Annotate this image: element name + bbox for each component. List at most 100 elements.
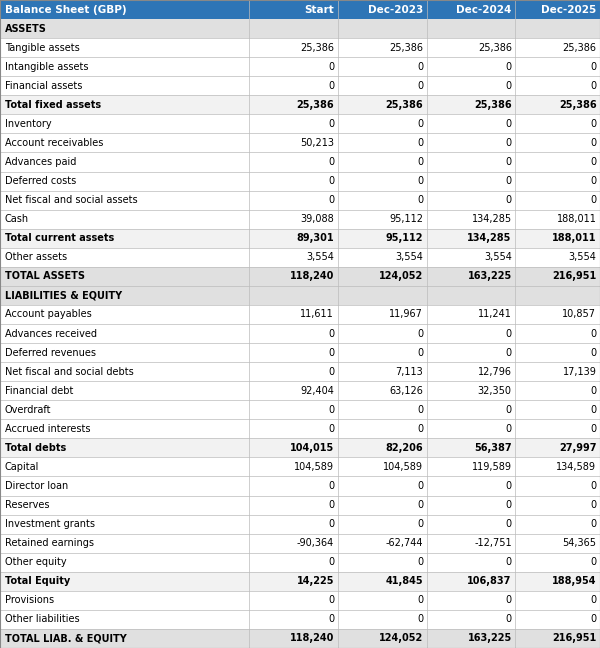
Text: 0: 0: [590, 481, 596, 491]
Text: 0: 0: [506, 329, 512, 338]
Text: 25,386: 25,386: [385, 100, 423, 110]
Bar: [0, 267, 600, 286]
Bar: [0, 95, 600, 114]
Text: TOTAL ASSETS: TOTAL ASSETS: [5, 272, 85, 281]
Text: 10,857: 10,857: [562, 310, 596, 319]
Text: ASSETS: ASSETS: [5, 23, 47, 34]
Text: 0: 0: [328, 157, 334, 167]
Text: -12,751: -12,751: [474, 538, 512, 548]
Text: 63,126: 63,126: [389, 386, 423, 396]
Text: Net fiscal and social debts: Net fiscal and social debts: [5, 367, 134, 376]
Text: 0: 0: [590, 62, 596, 72]
Bar: [0, 57, 600, 76]
Text: 134,285: 134,285: [467, 233, 512, 243]
Text: 0: 0: [506, 519, 512, 529]
Text: 163,225: 163,225: [467, 272, 512, 281]
Text: 11,241: 11,241: [478, 310, 512, 319]
Bar: [0, 152, 600, 172]
Text: 95,112: 95,112: [386, 233, 423, 243]
Text: Accrued interests: Accrued interests: [5, 424, 90, 434]
Text: 39,088: 39,088: [301, 214, 334, 224]
Text: 0: 0: [417, 329, 423, 338]
Text: 0: 0: [328, 81, 334, 91]
Text: Other assets: Other assets: [5, 252, 67, 262]
Text: 0: 0: [590, 329, 596, 338]
Text: 25,386: 25,386: [296, 100, 334, 110]
Text: 11,967: 11,967: [389, 310, 423, 319]
Text: 0: 0: [590, 557, 596, 567]
Text: 0: 0: [417, 519, 423, 529]
Text: LIABILITIES & EQUITY: LIABILITIES & EQUITY: [5, 290, 122, 301]
Text: Cash: Cash: [5, 214, 29, 224]
Text: 0: 0: [417, 481, 423, 491]
Text: Provisions: Provisions: [5, 596, 54, 605]
Text: Balance Sheet (GBP): Balance Sheet (GBP): [5, 5, 127, 14]
Text: 92,404: 92,404: [301, 386, 334, 396]
Text: 0: 0: [590, 424, 596, 434]
Text: 216,951: 216,951: [552, 634, 596, 643]
Bar: [0, 76, 600, 95]
Text: 95,112: 95,112: [389, 214, 423, 224]
Bar: [0, 19, 600, 38]
Text: 0: 0: [417, 119, 423, 129]
Text: 0: 0: [417, 347, 423, 358]
Text: 0: 0: [328, 614, 334, 625]
Text: 124,052: 124,052: [379, 634, 423, 643]
Text: 0: 0: [506, 195, 512, 205]
Bar: [0, 381, 600, 400]
Text: 82,206: 82,206: [385, 443, 423, 453]
Text: Director loan: Director loan: [5, 481, 68, 491]
Text: 0: 0: [506, 81, 512, 91]
Text: Total debts: Total debts: [5, 443, 66, 453]
Text: 25,386: 25,386: [562, 43, 596, 52]
Text: 0: 0: [590, 195, 596, 205]
Text: Account receivables: Account receivables: [5, 138, 103, 148]
Text: 188,011: 188,011: [557, 214, 596, 224]
Text: 25,386: 25,386: [300, 43, 334, 52]
Text: 0: 0: [328, 329, 334, 338]
Bar: [0, 38, 600, 57]
Text: 0: 0: [417, 176, 423, 186]
Text: 0: 0: [506, 481, 512, 491]
Text: Other equity: Other equity: [5, 557, 67, 567]
Text: 118,240: 118,240: [290, 634, 334, 643]
Text: Tangible assets: Tangible assets: [5, 43, 80, 52]
Text: 0: 0: [328, 347, 334, 358]
Text: Reserves: Reserves: [5, 500, 49, 510]
Bar: [0, 591, 600, 610]
Bar: [0, 172, 600, 191]
Text: Account payables: Account payables: [5, 310, 92, 319]
Text: 106,837: 106,837: [467, 576, 512, 586]
Text: 188,954: 188,954: [552, 576, 596, 586]
Text: 54,365: 54,365: [562, 538, 596, 548]
Text: 0: 0: [328, 62, 334, 72]
Text: 0: 0: [328, 195, 334, 205]
Text: 0: 0: [328, 424, 334, 434]
Bar: [0, 419, 600, 438]
Bar: [0, 610, 600, 629]
Bar: [0, 210, 600, 229]
Text: Start: Start: [304, 5, 334, 14]
Text: 25,386: 25,386: [478, 43, 512, 52]
Text: 0: 0: [328, 557, 334, 567]
Text: 50,213: 50,213: [300, 138, 334, 148]
Text: Investment grants: Investment grants: [5, 519, 95, 529]
Bar: [0, 0, 600, 19]
Text: 0: 0: [590, 119, 596, 129]
Text: Total current assets: Total current assets: [5, 233, 114, 243]
Text: 118,240: 118,240: [290, 272, 334, 281]
Text: 0: 0: [590, 500, 596, 510]
Text: Overdraft: Overdraft: [5, 405, 52, 415]
Bar: [0, 553, 600, 572]
Bar: [0, 133, 600, 152]
Text: 0: 0: [590, 176, 596, 186]
Text: 0: 0: [328, 367, 334, 376]
Text: 0: 0: [417, 195, 423, 205]
Text: 14,225: 14,225: [296, 576, 334, 586]
Text: 0: 0: [506, 614, 512, 625]
Text: 3,554: 3,554: [484, 252, 512, 262]
Text: 0: 0: [417, 405, 423, 415]
Text: -62,744: -62,744: [386, 538, 423, 548]
Bar: [0, 191, 600, 210]
Text: 0: 0: [417, 62, 423, 72]
